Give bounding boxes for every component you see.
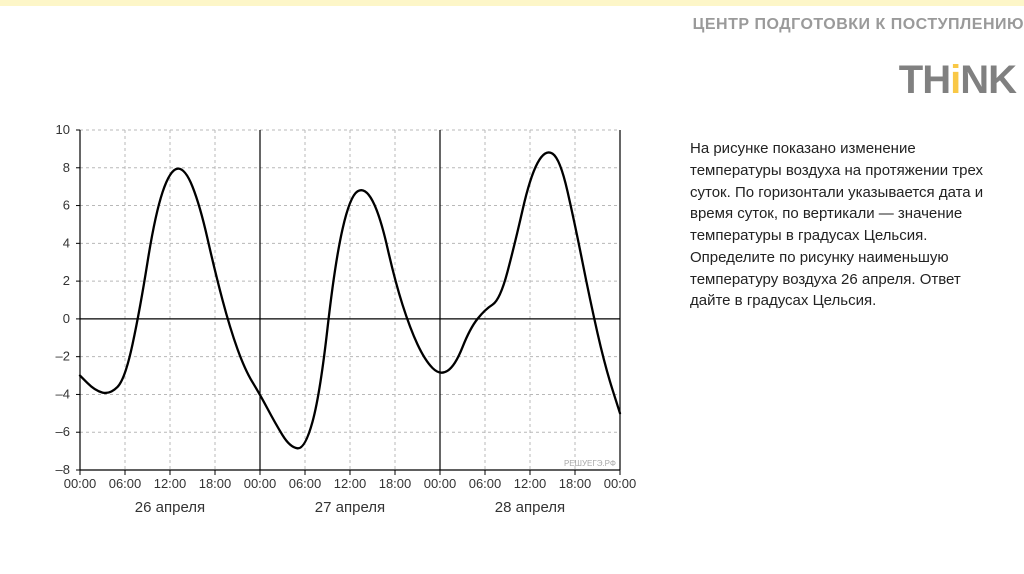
temperature-chart: –8 –6 –4 –2 0 2 4 6 8 10 00:00 06:00 12:00 18:00 00:00…	[20, 120, 660, 540]
task-text: На рисунке показано изменение температур…	[660, 120, 1024, 312]
svg-text:27 апреля: 27 апреля	[315, 499, 385, 516]
svg-text:–4: –4	[56, 386, 70, 401]
svg-text:06:00: 06:00	[469, 476, 502, 491]
brand-logo: THiNK	[899, 58, 1016, 103]
svg-text:18:00: 18:00	[559, 476, 592, 491]
svg-text:28 апреля: 28 апреля	[495, 499, 565, 516]
svg-text:06:00: 06:00	[289, 476, 322, 491]
svg-text:10: 10	[56, 122, 70, 137]
svg-text:0: 0	[63, 311, 70, 326]
svg-text:00:00: 00:00	[244, 476, 277, 491]
svg-text:12:00: 12:00	[154, 476, 187, 491]
logo-part-2: NK	[960, 58, 1016, 102]
svg-text:12:00: 12:00	[514, 476, 547, 491]
svg-text:00:00: 00:00	[424, 476, 457, 491]
svg-text:–8: –8	[56, 462, 70, 477]
svg-text:26 апреля: 26 апреля	[135, 499, 205, 516]
svg-text:–2: –2	[56, 349, 70, 364]
svg-text:12:00: 12:00	[334, 476, 367, 491]
svg-text:18:00: 18:00	[379, 476, 412, 491]
svg-text:00:00: 00:00	[64, 476, 97, 491]
svg-text:4: 4	[63, 235, 70, 250]
svg-text:00:00: 00:00	[604, 476, 637, 491]
top-accent-bar	[0, 0, 1024, 6]
chart-container: –8 –6 –4 –2 0 2 4 6 8 10 00:00 06:00 12:00 18:00 00:00…	[20, 120, 660, 540]
header-title: ЦЕНТР ПОДГОТОВКИ К ПОСТУПЛЕНИЮ	[693, 16, 1024, 34]
svg-text:6: 6	[63, 198, 70, 213]
logo-part-1: TH	[899, 58, 950, 102]
logo-part-i: i	[950, 58, 960, 102]
svg-text:2: 2	[63, 273, 70, 288]
svg-text:–6: –6	[56, 424, 70, 439]
content-row: –8 –6 –4 –2 0 2 4 6 8 10 00:00 06:00 12:00 18:00 00:00…	[0, 120, 1024, 540]
svg-text:8: 8	[63, 160, 70, 175]
svg-text:18:00: 18:00	[199, 476, 232, 491]
svg-text:06:00: 06:00	[109, 476, 142, 491]
svg-text:РЕШУЕГЭ.РФ: РЕШУЕГЭ.РФ	[564, 459, 616, 468]
